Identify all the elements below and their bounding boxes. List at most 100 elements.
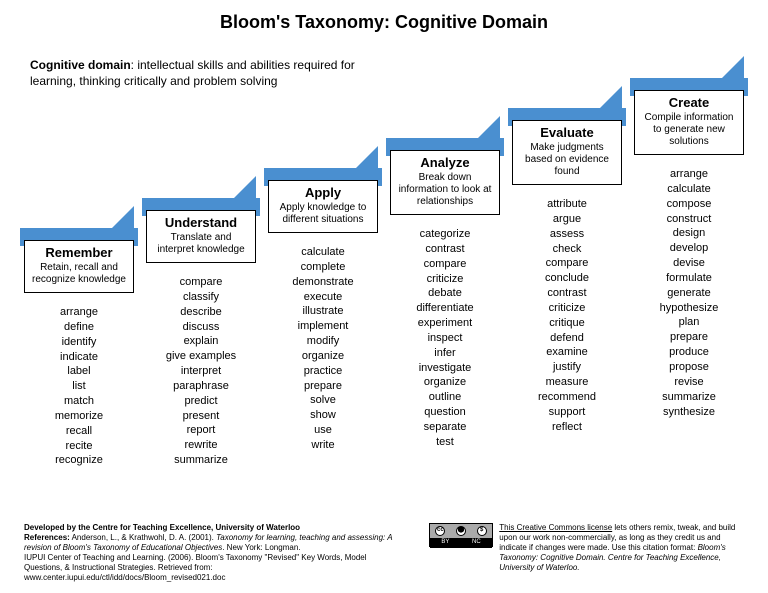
- verb: measure: [508, 375, 626, 390]
- verb: compare: [142, 275, 260, 290]
- verb: contrast: [508, 286, 626, 301]
- verb: revise: [630, 375, 748, 390]
- verb: prepare: [630, 330, 748, 345]
- verb: devise: [630, 256, 748, 271]
- verb: critique: [508, 316, 626, 331]
- footer-ref2: IUPUI Center of Teaching and Learning. (…: [24, 553, 367, 582]
- stair-tab: [234, 176, 256, 198]
- verb-list: calculatecompletedemonstrateexecuteillus…: [264, 245, 382, 453]
- level-analyze: AnalyzeBreak down information to look at…: [386, 138, 504, 450]
- verb: formulate: [630, 271, 748, 286]
- verb: construct: [630, 212, 748, 227]
- verb: identify: [20, 335, 138, 350]
- verb-list: arrangecalculatecomposeconstructdesignde…: [630, 167, 748, 419]
- verb: recite: [20, 439, 138, 454]
- verb: generate: [630, 286, 748, 301]
- verb: test: [386, 435, 504, 450]
- verb: attribute: [508, 197, 626, 212]
- level-evaluate: EvaluateMake judgments based on evidence…: [508, 108, 626, 435]
- verb: explain: [142, 334, 260, 349]
- stair-tab: [722, 56, 744, 78]
- verb: support: [508, 405, 626, 420]
- cc-badge: cc ⬤ $ BYNC: [429, 523, 493, 547]
- verb-list: attributeargueassesscheckcompareconclude…: [508, 197, 626, 435]
- verb-list: compareclassifydescribediscussexplaingiv…: [142, 275, 260, 468]
- verb: practice: [264, 364, 382, 379]
- cc-icon: cc: [435, 526, 445, 536]
- stair-tab: [478, 116, 500, 138]
- level-box: RememberRetain, recall and recognize kno…: [24, 240, 134, 293]
- by-icon: ⬤: [456, 526, 466, 536]
- verb: interpret: [142, 364, 260, 379]
- verb: use: [264, 423, 382, 438]
- verb: assess: [508, 227, 626, 242]
- cc-link[interactable]: This Creative Commons license: [499, 523, 612, 532]
- verb: calculate: [630, 182, 748, 197]
- verb: describe: [142, 305, 260, 320]
- level-title: Analyze: [395, 155, 495, 170]
- verb: define: [20, 320, 138, 335]
- verb: contrast: [386, 242, 504, 257]
- page-title: Bloom's Taxonomy: Cognitive Domain: [0, 0, 768, 39]
- verb: list: [20, 379, 138, 394]
- stair-tab: [356, 146, 378, 168]
- verb: illustrate: [264, 304, 382, 319]
- verb: separate: [386, 420, 504, 435]
- level-desc: Compile information to generate new solu…: [639, 112, 739, 148]
- verb: infer: [386, 346, 504, 361]
- verb: arrange: [630, 167, 748, 182]
- verb: argue: [508, 212, 626, 227]
- verb: label: [20, 364, 138, 379]
- verb: modify: [264, 334, 382, 349]
- verb: plan: [630, 315, 748, 330]
- verb: report: [142, 423, 260, 438]
- nc-icon: $: [477, 526, 487, 536]
- verb: summarize: [142, 453, 260, 468]
- verb: execute: [264, 290, 382, 305]
- verb: compare: [386, 257, 504, 272]
- verb: memorize: [20, 409, 138, 424]
- level-title: Understand: [151, 215, 251, 230]
- footer-ref-label: References:: [24, 533, 70, 542]
- verb: recall: [20, 424, 138, 439]
- verb: present: [142, 409, 260, 424]
- verb: classify: [142, 290, 260, 305]
- footer: Developed by the Centre for Teaching Exc…: [24, 523, 744, 583]
- level-box: ApplyApply knowledge to different situat…: [268, 180, 378, 233]
- verb: summarize: [630, 390, 748, 405]
- verb: rewrite: [142, 438, 260, 453]
- verb: match: [20, 394, 138, 409]
- level-create: Create Compile information to generate ne…: [630, 78, 748, 419]
- verb: paraphrase: [142, 379, 260, 394]
- verb: experiment: [386, 316, 504, 331]
- verb: categorize: [386, 227, 504, 242]
- verb: propose: [630, 360, 748, 375]
- verb: produce: [630, 345, 748, 360]
- verb: examine: [508, 345, 626, 360]
- level-title: Apply: [273, 185, 373, 200]
- footer-ref1c: . New York: Longman.: [222, 543, 300, 552]
- verb: conclude: [508, 271, 626, 286]
- verb: discuss: [142, 320, 260, 335]
- verb: implement: [264, 319, 382, 334]
- verb: reflect: [508, 420, 626, 435]
- verb: arrange: [20, 305, 138, 320]
- level-apply: ApplyApply knowledge to different situat…: [264, 168, 382, 453]
- verb: solve: [264, 393, 382, 408]
- verb: calculate: [264, 245, 382, 260]
- staircase-diagram: RememberRetain, recall and recognize kno…: [20, 60, 748, 500]
- verb: question: [386, 405, 504, 420]
- cc-labels: BYNC: [430, 538, 492, 548]
- verb: organize: [264, 349, 382, 364]
- verb: design: [630, 226, 748, 241]
- verb: inspect: [386, 331, 504, 346]
- verb: indicate: [20, 350, 138, 365]
- level-title: Evaluate: [517, 125, 617, 140]
- level-box: AnalyzeBreak down information to look at…: [390, 150, 500, 215]
- stair-tab: [600, 86, 622, 108]
- level-title: Create: [639, 95, 739, 110]
- level-desc: Retain, recall and recognize knowledge: [29, 262, 129, 286]
- verb: defend: [508, 331, 626, 346]
- footer-dev: Developed by the Centre for Teaching Exc…: [24, 523, 300, 532]
- verb: show: [264, 408, 382, 423]
